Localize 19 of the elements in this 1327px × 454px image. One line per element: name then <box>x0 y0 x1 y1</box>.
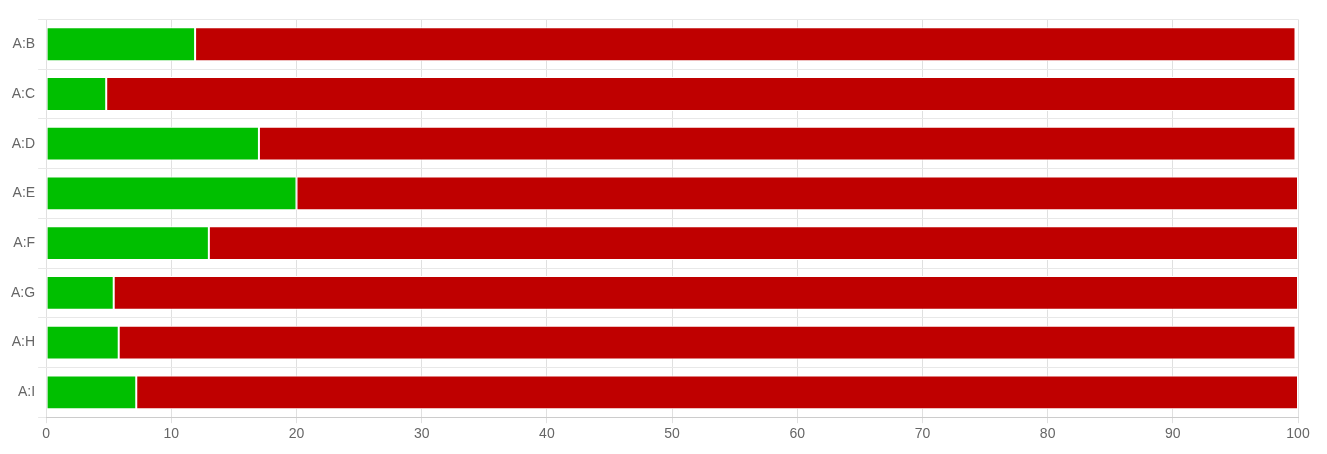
x-tick-label: 0 <box>42 425 51 442</box>
x-tick-label: 50 <box>664 425 681 442</box>
x-tick-label: 90 <box>1165 425 1181 442</box>
x-tick-label: 40 <box>539 425 555 442</box>
y-tick-label: A:E <box>12 184 36 201</box>
y-tick-label: A:B <box>12 35 36 52</box>
x-tick-label: 60 <box>789 425 806 442</box>
y-tick-label: A:I <box>17 383 36 400</box>
x-tick-label: 10 <box>163 425 180 442</box>
x-tick-label: 70 <box>914 425 931 442</box>
y-tick-label: A:C <box>11 84 36 101</box>
x-tick-label: 80 <box>1039 425 1056 442</box>
y-tick-label: A:H <box>11 333 36 350</box>
y-tick-label: A:D <box>11 134 36 151</box>
x-tick-label: 30 <box>413 425 430 442</box>
x-tick-label: 20 <box>288 425 305 442</box>
x-tick-label: 100 <box>1286 425 1310 442</box>
y-tick-label: A:F <box>13 234 36 251</box>
y-tick-label: A:G <box>10 283 36 300</box>
